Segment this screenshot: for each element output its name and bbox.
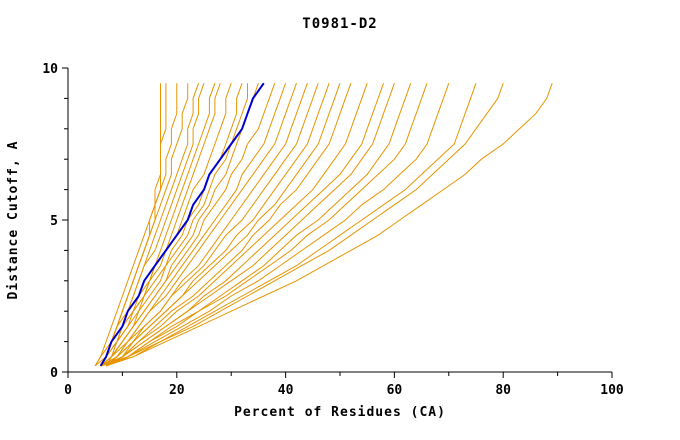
x-axis-label: Percent of Residues (CA)	[234, 405, 446, 420]
model-curve	[100, 83, 248, 367]
x-tick-label: 40	[278, 383, 294, 398]
y-tick-label: 0	[50, 366, 58, 381]
model-curve	[100, 83, 553, 367]
model-curve	[100, 83, 221, 367]
y-axis-label: Distance Cutoff, A	[6, 141, 21, 300]
highlighted-model-curve	[99, 82, 265, 367]
model-curve	[94, 83, 205, 367]
axes: 0 20 40 60 80 100 0 5 10	[42, 62, 624, 398]
model-curve	[100, 83, 167, 367]
model-curve	[105, 83, 308, 367]
chart-title: T0981-D2	[302, 16, 377, 32]
model-curve	[100, 83, 189, 367]
model-curves	[94, 82, 553, 367]
model-curve	[100, 83, 276, 367]
x-tick-label: 0	[64, 383, 72, 398]
model-curve	[100, 83, 297, 367]
model-curve	[100, 83, 341, 367]
model-curve	[100, 83, 395, 367]
x-tick-label: 20	[169, 383, 185, 398]
model-curve	[94, 83, 178, 367]
model-curve	[100, 83, 428, 367]
model-curve	[100, 83, 243, 367]
model-curve	[100, 83, 368, 367]
y-tick-label: 10	[42, 62, 58, 77]
model-curve	[100, 83, 161, 367]
x-tick-label: 80	[495, 383, 511, 398]
y-tick-label: 5	[50, 214, 58, 229]
x-tick-label: 60	[387, 383, 403, 398]
model-curve	[100, 83, 477, 367]
model-curve	[105, 83, 450, 367]
x-tick-label: 100	[600, 383, 624, 398]
model-curve	[100, 83, 319, 367]
model-curve	[105, 83, 504, 367]
model-curve	[105, 83, 352, 367]
model-curve	[105, 83, 412, 367]
model-curve	[105, 83, 287, 367]
